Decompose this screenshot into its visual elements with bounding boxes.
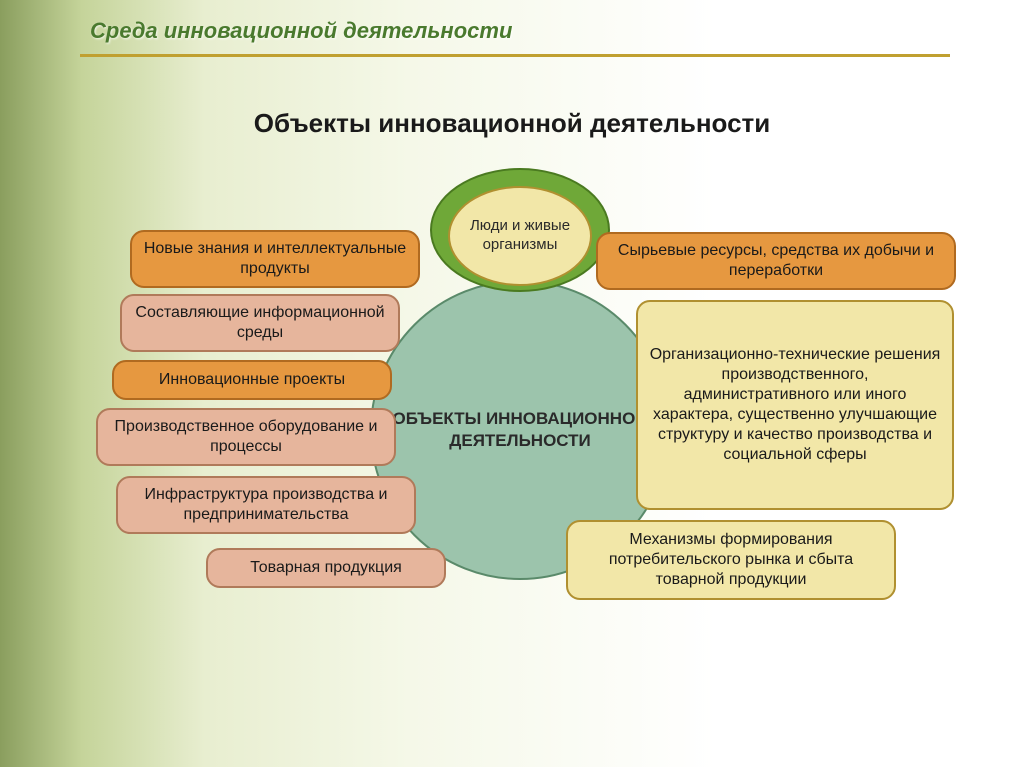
box-market-mechanisms: Механизмы формирования потребительского … (566, 520, 896, 600)
page-header-title: Среда инновационной деятельности (90, 18, 512, 44)
box-commodity-products: Товарная продукция (206, 548, 446, 588)
box-production-equipment: Производственное оборудование и процессы (96, 408, 396, 466)
box-info-environment: Составляющие информационной среды (120, 294, 400, 352)
box-org-tech-solutions: Организационно-технические решения произ… (636, 300, 954, 510)
main-title: Объекты инновационной деятельности (0, 108, 1024, 139)
header-divider (80, 54, 950, 57)
box-raw-resources: Сырьевые ресурсы, средства их добычи и п… (596, 232, 956, 290)
box-infrastructure: Инфраструктура производства и предприним… (116, 476, 416, 534)
box-new-knowledge: Новые знания и интеллектуальные продукты (130, 230, 420, 288)
box-innovation-projects: Инновационные проекты (112, 360, 392, 400)
diagram-container: ОБЪЕКТЫ ИННОВАЦИОННОЙ ДЕЯТЕЛЬНОСТИ Люди … (0, 150, 1024, 730)
top-ellipse-inner: Люди и живые организмы (448, 186, 592, 286)
